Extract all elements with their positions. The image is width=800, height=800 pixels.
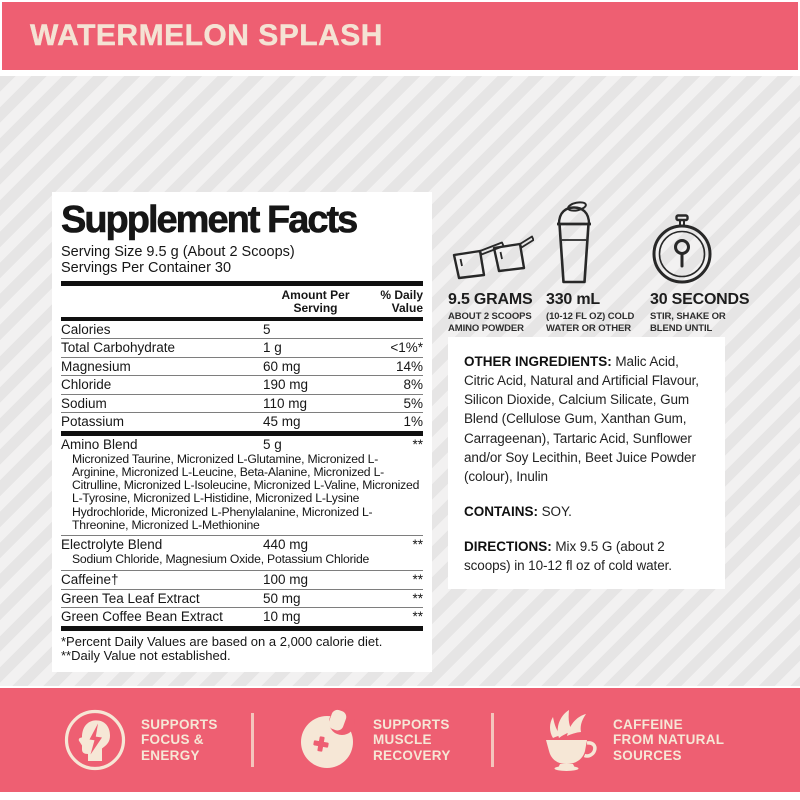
benefit-badge: SUPPORTS FOCUS & ENERGY [62,688,218,792]
benefit-badge: SUPPORTS MUSCLE RECOVERY [294,688,451,792]
nutrient-row: Magnesium 60 mg 14% [61,356,423,376]
directions-label: DIRECTIONS: [464,539,552,555]
stopwatch-icon [652,214,712,284]
nutrient-amount: 190 mg [263,377,309,393]
natural-caffeine-icon [546,710,597,771]
blend-amount: 50 mg [263,590,301,606]
blend-name: Green Coffee Bean Extract [61,609,223,625]
usage-value: 330 mL [546,291,600,308]
nutrient-row: Calories 5 [61,321,423,339]
divider-bar [61,625,423,631]
usage-step: 9.5 GRAMS ABOUT 2 SCOOPS AMINO POWDER [448,200,546,348]
badge-divider [491,713,494,767]
nutrient-name: Potassium [61,414,125,430]
usage-instructions: 9.5 GRAMS ABOUT 2 SCOOPS AMINO POWDER 33… [448,200,778,348]
divider-bar [61,317,423,321]
nutrient-name: Sodium [61,395,107,411]
divider-bar [61,281,423,287]
blend-daily-value: ** [412,609,423,625]
usage-value: 9.5 GRAMS [448,291,533,308]
usage-step: 330 mL (10-12 FL OZ) COLD WATER OR OTHER… [546,200,650,348]
nutrient-amount: 60 mg [263,358,301,374]
nutrient-daily-value: 14% [395,358,423,374]
blend-amount: 440 mg [263,537,309,553]
amount-per-serving-header: Amount Per Serving [281,288,350,316]
nutrient-name: Chloride [61,377,112,393]
usage-value: 30 SECONDS [650,291,750,308]
blend-daily-value: ** [412,572,423,588]
badge-label: SUPPORTS FOCUS & ENERGY [141,716,218,763]
blend-rows: Amino Blend 5 g ** Micronized Taurine, M… [61,436,423,626]
blend-row: Caffeine† 100 mg ** [61,570,423,589]
blend-row: Green Coffee Bean Extract 10 mg ** [61,607,423,626]
badge-label: CAFFEINE FROM NATURAL SOURCES [613,716,725,763]
nutrient-daily-value: 8% [403,377,423,393]
blend-amount: 5 g [263,436,282,452]
blend-daily-value: ** [412,537,423,553]
ingredients-panel: OTHER INGREDIENTS: Malic Acid, Citric Ac… [448,337,725,589]
badge-divider [251,713,254,767]
directions: DIRECTIONS: Mix 9.5 G (about 2 scoops) i… [464,539,672,574]
daily-value-header: % Daily Value [380,288,423,316]
nutrient-amount: 110 mg [263,395,308,411]
blend-row: Electrolyte Blend 440 mg ** Sodium Chlor… [61,535,423,570]
blend-ingredients: Micronized Taurine, Micronized L-Glutami… [72,451,420,532]
scoops-icon [452,235,534,280]
nutrient-amount: 5 [263,321,271,337]
blend-amount: 100 mg [263,572,309,588]
usage-description: ABOUT 2 SCOOPS AMINO POWDER [448,311,532,335]
blend-name: Amino Blend [61,436,138,452]
blend-name: Caffeine† [61,572,119,588]
blend-daily-value: ** [412,436,423,452]
nutrient-name: Magnesium [61,358,131,374]
blend-daily-value: ** [412,590,423,606]
flavor-banner: WATERMELON SPLASH [2,2,798,70]
nutrient-rows: Calories 5 Total Carbohydrate 1 g <1%* M… [61,321,423,431]
usage-step: 30 SECONDS STIR, SHAKE OR BLEND UNTIL DI… [650,200,770,348]
nutrient-row: Potassium 45 mg 1% [61,412,423,431]
nutrient-row: Chloride 190 mg 8% [61,375,423,394]
muscle-recovery-icon [301,709,355,768]
nutrient-daily-value: <1%* [390,340,423,356]
other-ingredients: OTHER INGREDIENTS: Malic Acid, Citric Ac… [464,354,699,484]
nutrient-daily-value: 5% [403,395,423,411]
nutrient-row: Sodium 110 mg 5% [61,393,423,413]
supplement-facts-panel: Supplement Facts Serving Size 9.5 g (Abo… [52,192,432,673]
blend-amount: 10 mg [263,609,301,625]
focus-energy-icon [64,709,126,771]
shaker-icon [557,201,591,284]
flavor-name: WATERMELON SPLASH [30,19,383,52]
benefit-badge: CAFFEINE FROM NATURAL SOURCES [534,688,724,792]
nutrient-row: Total Carbohydrate 1 g <1%* [61,338,423,357]
servings-per-container: Servings Per Container 30 [61,260,232,277]
facts-title: Supplement Facts [61,199,359,241]
blend-name: Electrolyte Blend [61,537,163,553]
blend-row: Amino Blend 5 g ** Micronized Taurine, M… [61,436,423,536]
serving-size: Serving Size 9.5 g (About 2 Scoops) [61,244,295,260]
nutrient-daily-value: 1% [403,414,423,430]
facts-column-headers: Amount Per Serving % Daily Value [61,286,423,317]
footnote-dv-not-established: **Daily Value not established. [61,648,231,664]
nutrient-name: Total Carbohydrate [61,340,176,356]
nutrient-amount: 1 g [263,340,282,356]
blend-name: Green Tea Leaf Extract [61,590,200,606]
blend-ingredients: Sodium Chloride, Magnesium Oxide, Potass… [72,552,370,567]
footnote-percent-dv: *Percent Daily Values are based on a 2,0… [61,633,383,649]
nutrient-name: Calories [61,321,111,337]
divider-bar [61,430,423,436]
blend-row: Green Tea Leaf Extract 50 mg ** [61,588,423,608]
other-ingredients-label: OTHER INGREDIENTS: [464,354,612,369]
badge-label: SUPPORTS MUSCLE RECOVERY [373,716,451,763]
facts-footnotes: *Percent Daily Values are based on a 2,0… [61,631,423,665]
benefits-banner: SUPPORTS FOCUS & ENERGY SUPPORTS MUSCLE … [0,688,800,792]
nutrient-amount: 45 mg [263,414,301,430]
contains-statement: CONTAINS: SOY. [464,504,572,520]
contains-label: CONTAINS: [464,504,538,520]
